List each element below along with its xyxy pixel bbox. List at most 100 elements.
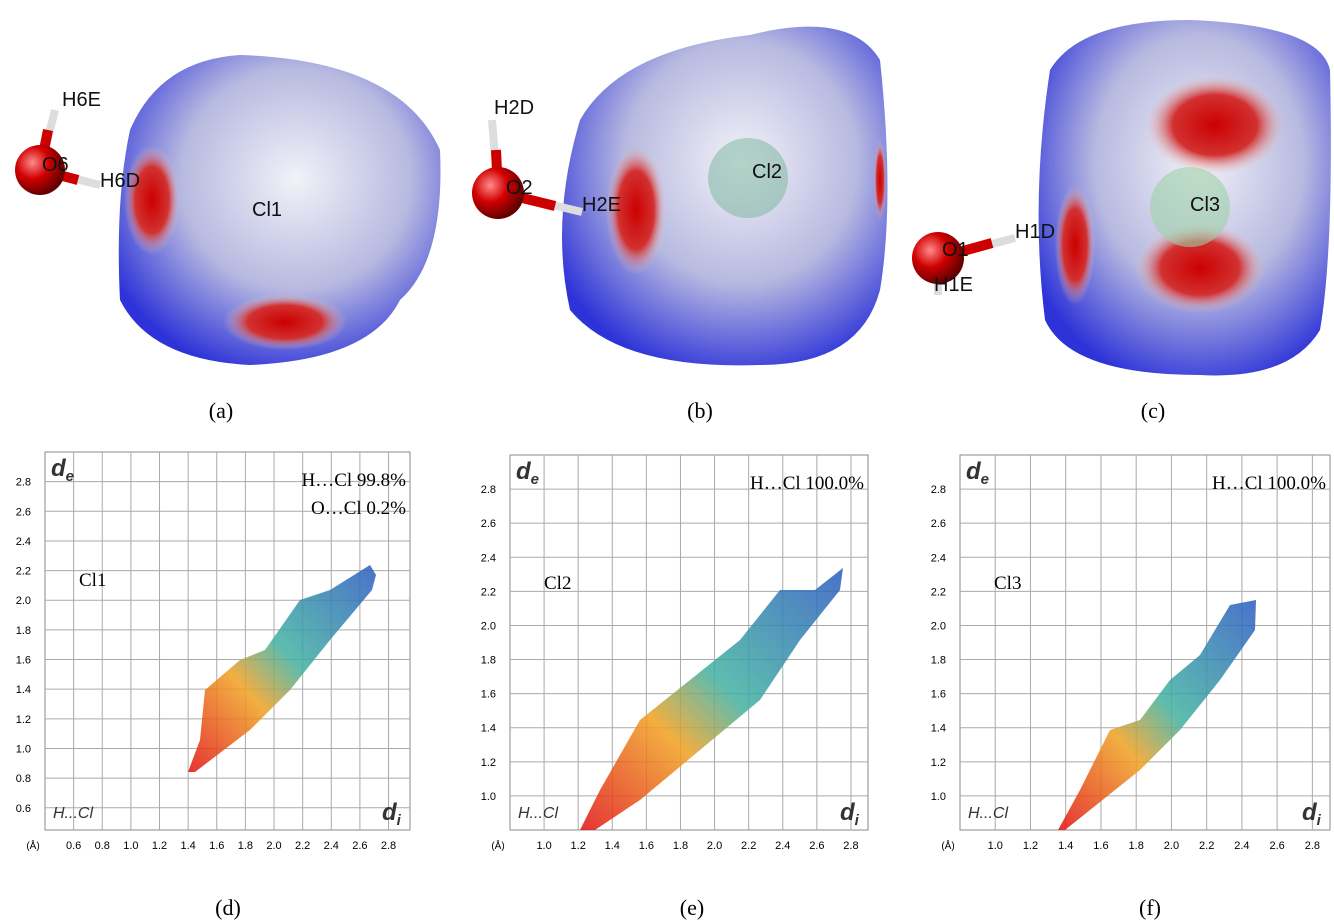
y-tick-label: 2.8 (16, 477, 31, 489)
atom-label: O1 (942, 239, 969, 261)
y-tick-label: 1.8 (16, 625, 31, 637)
annotation: O…Cl 0.2% (311, 498, 406, 519)
caption: (f) (1139, 895, 1161, 920)
x-tick-label: 2.0 (707, 840, 722, 852)
y-tick-label: 2.0 (16, 595, 31, 607)
x-tick-label: 2.0 (266, 840, 281, 852)
y-tick-label: 1.0 (481, 791, 496, 803)
annotation: H…Cl 100.0% (750, 473, 864, 494)
x-tick-label: 1.4 (180, 840, 195, 852)
surface-a: H6E O6 H6D Cl1 (15, 55, 441, 365)
axis-symbol: d (516, 458, 532, 485)
x-tick-label: 1.2 (571, 840, 586, 852)
surface-label: Cl2 (544, 573, 571, 594)
x-tick-label: 1.8 (673, 840, 688, 852)
surface-c: H1D O1 H1E Cl3 (912, 20, 1331, 376)
y-tick-label: 1.8 (931, 655, 946, 667)
x-tick-label: 2.6 (1269, 840, 1284, 852)
y-axis-label: de (516, 458, 539, 488)
surface-label: Cl3 (994, 573, 1021, 594)
caption: (d) (215, 895, 241, 920)
y-tick-label: 1.4 (16, 684, 31, 696)
corner-label: H...Cl (968, 805, 1008, 822)
x-tick-label: 1.4 (1058, 840, 1073, 852)
atom-label: H6D (100, 170, 140, 192)
axis-subscript: i (1317, 812, 1322, 829)
axis-subscript: i (855, 812, 860, 829)
x-tick-label: 2.2 (295, 840, 310, 852)
x-axis-label: di (1302, 799, 1322, 829)
axis-subscript: e (531, 471, 539, 488)
atom-label: H6E (62, 89, 101, 111)
y-tick-label: 2.8 (931, 484, 946, 496)
x-tick-label: 1.0 (123, 840, 138, 852)
x-tick-label: 1.2 (152, 840, 167, 852)
y-tick-label: 1.0 (931, 791, 946, 803)
y-tick-label: 2.8 (481, 484, 496, 496)
y-tick-label: 1.4 (931, 723, 946, 735)
corner-label: H...Cl (518, 805, 558, 822)
x-tick-label: 1.2 (1023, 840, 1038, 852)
y-tick-label: 1.4 (481, 723, 496, 735)
y-tick-label: 2.6 (16, 506, 31, 518)
plot-frame (959, 454, 1331, 831)
y-tick-label: 1.8 (481, 655, 496, 667)
surface-label: Cl1 (79, 570, 106, 591)
y-tick-label: 1.2 (931, 757, 946, 769)
x-tick-label: 2.6 (809, 840, 824, 852)
annotation: H…Cl 100.0% (1212, 473, 1326, 494)
unit-label: (Å) (941, 839, 954, 852)
x-tick-label: 2.2 (1199, 840, 1214, 852)
plot-frame (509, 454, 869, 831)
axis-symbol: d (966, 458, 982, 485)
point-clouds (188, 565, 1256, 830)
atom-label: O6 (42, 154, 69, 176)
x-tick-label: 2.6 (352, 840, 367, 852)
atom-label: H1D (1015, 221, 1055, 243)
unit-label: (Å) (26, 839, 39, 852)
x-axis-label: di (382, 799, 402, 829)
y-tick-label: 2.2 (16, 566, 31, 578)
x-tick-label: 2.8 (1305, 840, 1320, 852)
axis-symbol: d (51, 455, 67, 482)
x-tick-label: 1.6 (209, 840, 224, 852)
x-tick-label: 1.8 (1129, 840, 1144, 852)
y-tick-label: 2.2 (481, 586, 496, 598)
surface-b: H2D O2 H2E Cl2 (472, 26, 888, 366)
y-tick-label: 2.6 (931, 518, 946, 530)
atom-label: Cl1 (252, 199, 282, 221)
axis-symbol: d (840, 799, 856, 826)
x-tick-label: 1.0 (536, 840, 551, 852)
y-tick-label: 2.2 (931, 586, 946, 598)
y-tick-label: 1.0 (16, 743, 31, 755)
x-tick-label: 0.8 (95, 840, 110, 852)
x-tick-label: 0.6 (66, 840, 81, 852)
atom-label: H2D (494, 97, 534, 119)
fingerprint-plot: 1.0 1.2 1.4 1.6 1.8 2.0 2.2 2.4 2.6 2.8 1.0 1.2 1.4 1… (481, 454, 869, 852)
x-tick-label: 2.4 (324, 840, 339, 852)
corner-label: H...Cl (53, 805, 93, 822)
y-tick-label: 1.6 (481, 689, 496, 701)
atom-label: H1E (934, 274, 973, 296)
x-tick-label: 2.0 (1164, 840, 1179, 852)
axis-subscript: e (981, 471, 989, 488)
caption: (b) (687, 398, 713, 423)
axis-symbol: d (1302, 799, 1318, 826)
x-tick-label: 2.8 (381, 840, 396, 852)
y-tick-label: 2.6 (481, 518, 496, 530)
annotation: H…Cl 99.8% (302, 470, 407, 491)
caption: (c) (1141, 398, 1165, 423)
axis-subscript: i (397, 812, 402, 829)
y-tick-label: 1.2 (16, 714, 31, 726)
x-tick-label: 2.4 (1234, 840, 1249, 852)
y-tick-label: 0.6 (16, 803, 31, 815)
x-tick-label: 1.6 (639, 840, 654, 852)
y-tick-label: 2.0 (481, 620, 496, 632)
y-tick-label: 2.0 (931, 620, 946, 632)
y-tick-label: 1.6 (16, 655, 31, 667)
atom-label: Cl3 (1190, 194, 1220, 216)
y-tick-label: 1.6 (931, 689, 946, 701)
y-tick-label: 0.8 (16, 773, 31, 785)
atom-label: H2E (582, 194, 621, 216)
